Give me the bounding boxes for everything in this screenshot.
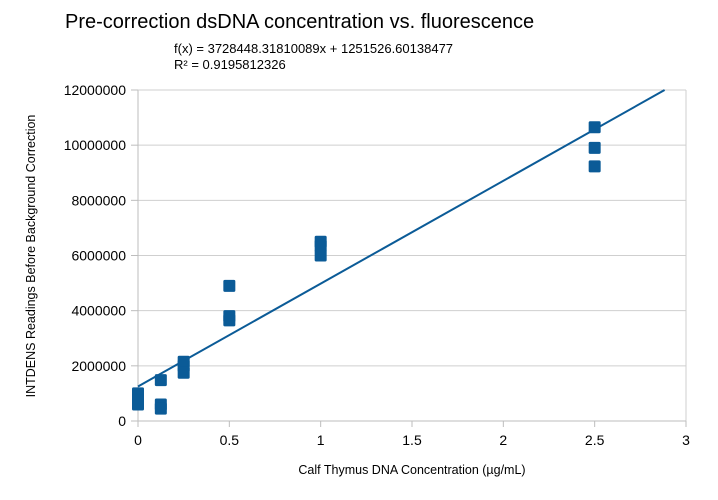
data-point	[132, 398, 144, 411]
data-point	[314, 249, 327, 262]
x-tick-label: 2	[499, 432, 507, 448]
trendline	[137, 89, 666, 388]
data-point	[177, 366, 190, 379]
trendline-equation: f(x) = 3728448.31810089x + 1251526.60138…	[174, 41, 453, 56]
x-tick-label: 0.5	[220, 432, 240, 448]
data-point	[223, 314, 236, 327]
y-tick-label: 12000000	[64, 82, 127, 98]
x-tick-label: 0	[134, 432, 142, 448]
data-point	[588, 121, 601, 134]
y-tick-label: 6000000	[71, 248, 126, 264]
y-tick-label: 0	[118, 413, 126, 429]
data-point	[154, 374, 167, 387]
data-point	[223, 279, 236, 292]
chart-title: Pre-correction dsDNA concentration vs. f…	[65, 11, 534, 33]
data-points	[132, 121, 601, 415]
gridlines	[138, 89, 686, 367]
y-tick-label: 10000000	[64, 137, 127, 153]
x-axis-label: Calf Thymus DNA Concentration (µg/mL)	[298, 463, 525, 477]
x-tick-label: 1	[317, 432, 325, 448]
y-tick-label: 2000000	[71, 358, 126, 374]
x-tick-label: 1.5	[402, 432, 422, 448]
y-tick-labels: 0 2000000 4000000 6000000 8000000 10000000 120…	[64, 82, 127, 429]
x-tick-label: 2.5	[585, 432, 605, 448]
r-squared-label: R² = 0.9195812326	[174, 57, 286, 72]
data-point	[588, 141, 601, 154]
y-tick-label: 8000000	[71, 192, 126, 208]
data-point	[588, 160, 601, 173]
x-tick-labels: 0 0.5 1 1.5 2 2.5 3	[134, 432, 690, 448]
y-tick-label: 4000000	[71, 303, 126, 319]
y-axis-label: INTDENS Readings Before Background Corre…	[24, 115, 38, 398]
axes	[131, 89, 687, 427]
data-point	[314, 239, 327, 252]
data-point	[154, 402, 167, 415]
x-tick-label: 3	[682, 432, 690, 448]
